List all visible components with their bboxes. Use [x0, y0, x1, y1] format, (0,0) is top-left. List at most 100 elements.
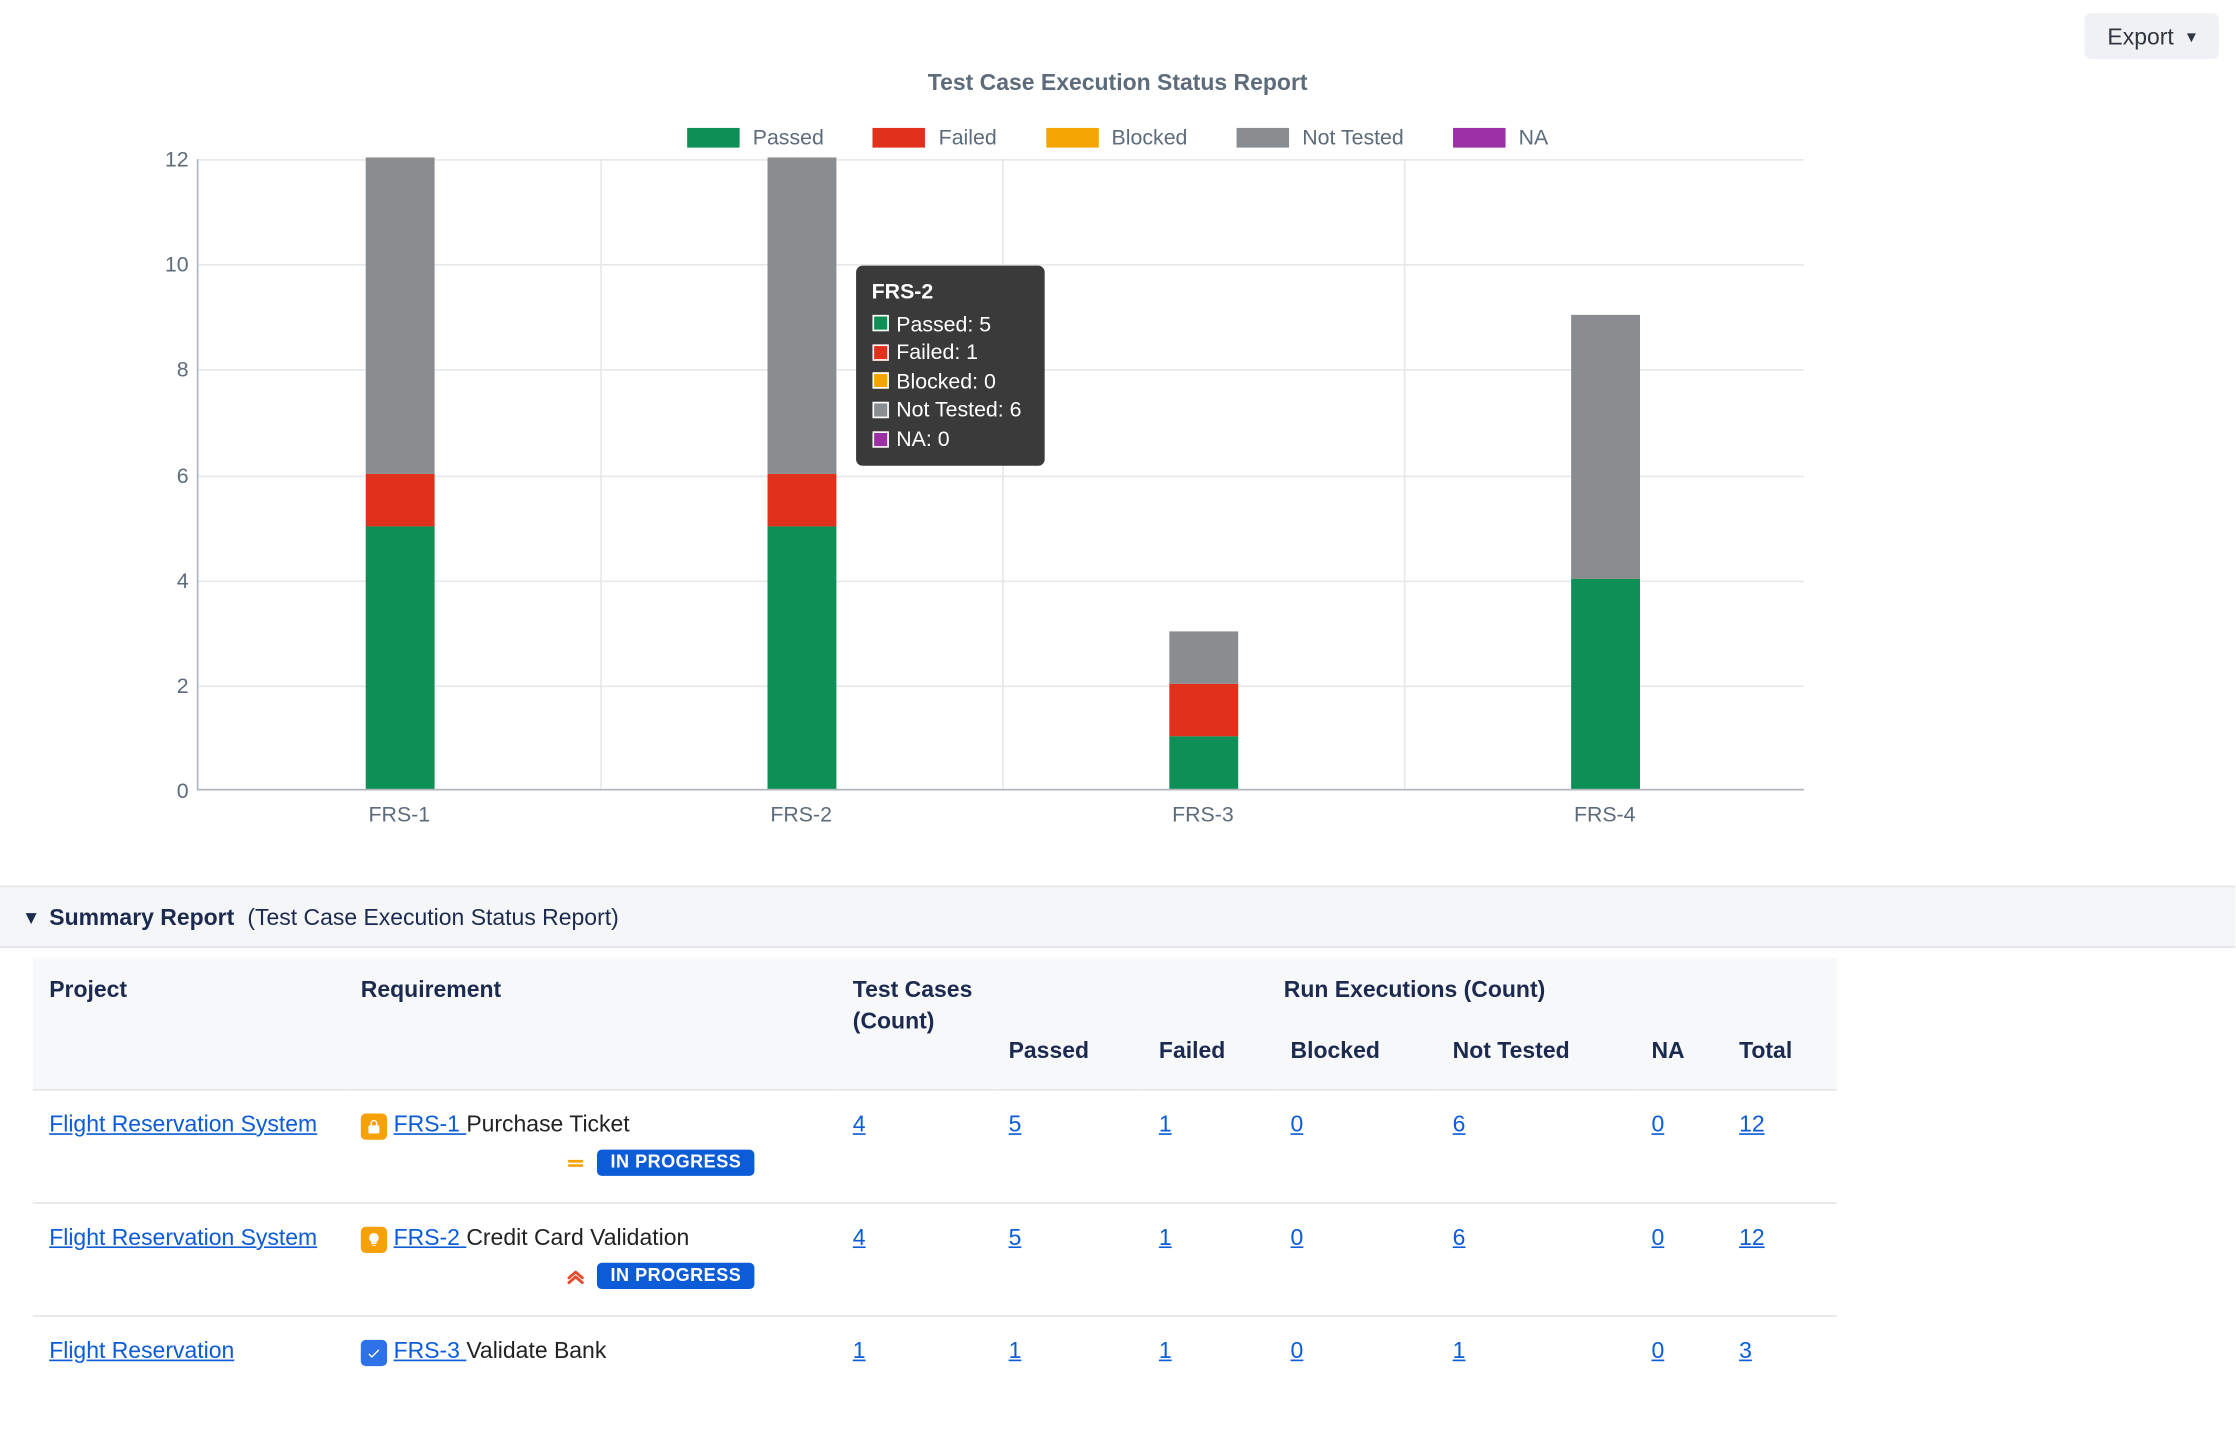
col-run-executions: Run Executions (Count): [992, 958, 1837, 1022]
legend-swatch: [1046, 127, 1098, 147]
legend-item[interactable]: Passed: [687, 125, 824, 150]
y-tick: 8: [149, 357, 188, 382]
bar[interactable]: [767, 157, 836, 788]
total-count[interactable]: 12: [1739, 1223, 1765, 1249]
col-total: Total: [1723, 1022, 1837, 1090]
x-tick: FRS-2: [770, 802, 832, 827]
bar-segment: [767, 526, 836, 789]
na-count[interactable]: 0: [1651, 1223, 1664, 1249]
failed-count[interactable]: 1: [1159, 1336, 1172, 1362]
bar-segment: [1169, 684, 1238, 737]
bar[interactable]: [365, 157, 434, 788]
bar[interactable]: [1169, 631, 1238, 789]
tc-count[interactable]: 4: [853, 1223, 866, 1249]
y-tick: 6: [149, 462, 188, 487]
y-tick: 2: [149, 673, 188, 698]
tooltip-row: Blocked: 0: [872, 367, 1028, 396]
legend-item[interactable]: Blocked: [1046, 125, 1187, 150]
tooltip-row: Not Tested: 6: [872, 396, 1028, 425]
project-link[interactable]: Flight Reservation System: [49, 1110, 317, 1136]
col-failed: Failed: [1143, 1022, 1275, 1090]
status-badge: IN PROGRESS: [597, 1262, 754, 1288]
bar-segment: [1570, 578, 1639, 788]
export-label: Export: [2107, 23, 2173, 49]
summary-subtitle: (Test Case Execution Status Report): [247, 904, 618, 930]
bar-segment: [365, 473, 434, 526]
passed-count[interactable]: 1: [1009, 1336, 1022, 1362]
y-tick: 4: [149, 568, 188, 593]
requirement-title: Credit Card Validation: [466, 1223, 689, 1249]
failed-count[interactable]: 1: [1159, 1110, 1172, 1136]
project-link[interactable]: Flight Reservation: [49, 1336, 234, 1362]
col-not-tested: Not Tested: [1436, 1022, 1635, 1090]
legend-label: Passed: [753, 125, 824, 150]
chart-tooltip: FRS-2 Passed: 5Failed: 1Blocked: 0Not Tes…: [855, 266, 1044, 467]
y-tick: 10: [149, 252, 188, 277]
x-tick: FRS-3: [1172, 802, 1234, 827]
status-badge: IN PROGRESS: [597, 1149, 754, 1175]
tc-count[interactable]: 4: [853, 1110, 866, 1136]
issue-type-icon: [361, 1113, 387, 1139]
legend-label: NA: [1519, 125, 1549, 150]
priority-icon: [565, 1151, 588, 1174]
bar-segment: [365, 526, 434, 789]
not-tested-count[interactable]: 6: [1453, 1223, 1466, 1249]
passed-count[interactable]: 5: [1009, 1110, 1022, 1136]
bar-segment: [1570, 315, 1639, 578]
tooltip-row: Failed: 1: [872, 338, 1028, 367]
y-tick: 12: [149, 147, 188, 172]
total-count[interactable]: 12: [1739, 1110, 1765, 1136]
issue-type-icon: [361, 1226, 387, 1252]
total-count[interactable]: 3: [1739, 1336, 1752, 1362]
requirement-key-link[interactable]: FRS-3: [394, 1336, 467, 1362]
summary-table: Project Requirement Test Cases (Count) R…: [33, 958, 1837, 1392]
tooltip-row: Passed: 5: [872, 309, 1028, 338]
requirement-key-link[interactable]: FRS-2: [394, 1223, 467, 1249]
col-na: NA: [1635, 1022, 1723, 1090]
chart-legend: Passed Failed Blocked Not Tested NA: [0, 125, 2235, 150]
legend-label: Blocked: [1112, 125, 1188, 150]
passed-count[interactable]: 5: [1009, 1223, 1022, 1249]
col-test-cases: Test Cases (Count): [836, 958, 992, 1090]
table-row: Flight Reservation SystemFRS-1 Purchase …: [33, 1089, 1837, 1202]
blocked-count[interactable]: 0: [1291, 1336, 1304, 1362]
bar-segment: [1169, 631, 1238, 684]
requirement-key-link[interactable]: FRS-1: [394, 1110, 467, 1136]
blocked-count[interactable]: 0: [1291, 1223, 1304, 1249]
legend-swatch: [687, 127, 739, 147]
tooltip-row: NA: 0: [872, 424, 1028, 453]
y-tick: 0: [149, 778, 188, 803]
legend-swatch: [1453, 127, 1505, 147]
col-project: Project: [33, 958, 345, 1090]
x-tick: FRS-1: [369, 802, 431, 827]
na-count[interactable]: 0: [1651, 1110, 1664, 1136]
bar[interactable]: [1570, 315, 1639, 789]
col-passed: Passed: [992, 1022, 1142, 1090]
not-tested-count[interactable]: 6: [1453, 1110, 1466, 1136]
legend-item[interactable]: NA: [1453, 125, 1548, 150]
chevron-down-icon: ▾: [26, 905, 36, 928]
priority-icon: [565, 1264, 588, 1287]
chart-title: Test Case Execution Status Report: [0, 69, 2235, 95]
bar-segment: [365, 157, 434, 473]
tc-count[interactable]: 1: [853, 1336, 866, 1362]
x-tick: FRS-4: [1574, 802, 1636, 827]
legend-item[interactable]: Failed: [873, 125, 997, 150]
project-link[interactable]: Flight Reservation System: [49, 1223, 317, 1249]
tooltip-title: FRS-2: [872, 277, 1028, 306]
not-tested-count[interactable]: 1: [1453, 1336, 1466, 1362]
legend-label: Not Tested: [1302, 125, 1404, 150]
export-button[interactable]: Export ▾: [2084, 13, 2218, 59]
col-blocked: Blocked: [1274, 1022, 1436, 1090]
bar-segment: [767, 157, 836, 473]
col-requirement: Requirement: [344, 958, 836, 1090]
legend-item[interactable]: Not Tested: [1237, 125, 1404, 150]
na-count[interactable]: 0: [1651, 1336, 1664, 1362]
legend-swatch: [873, 127, 925, 147]
failed-count[interactable]: 1: [1159, 1223, 1172, 1249]
chevron-down-icon: ▾: [2187, 25, 2196, 46]
requirement-title: Validate Bank: [466, 1336, 606, 1362]
blocked-count[interactable]: 0: [1291, 1110, 1304, 1136]
summary-report-toggle[interactable]: ▾ Summary Report (Test Case Execution St…: [0, 886, 2235, 948]
bar-segment: [1169, 736, 1238, 789]
